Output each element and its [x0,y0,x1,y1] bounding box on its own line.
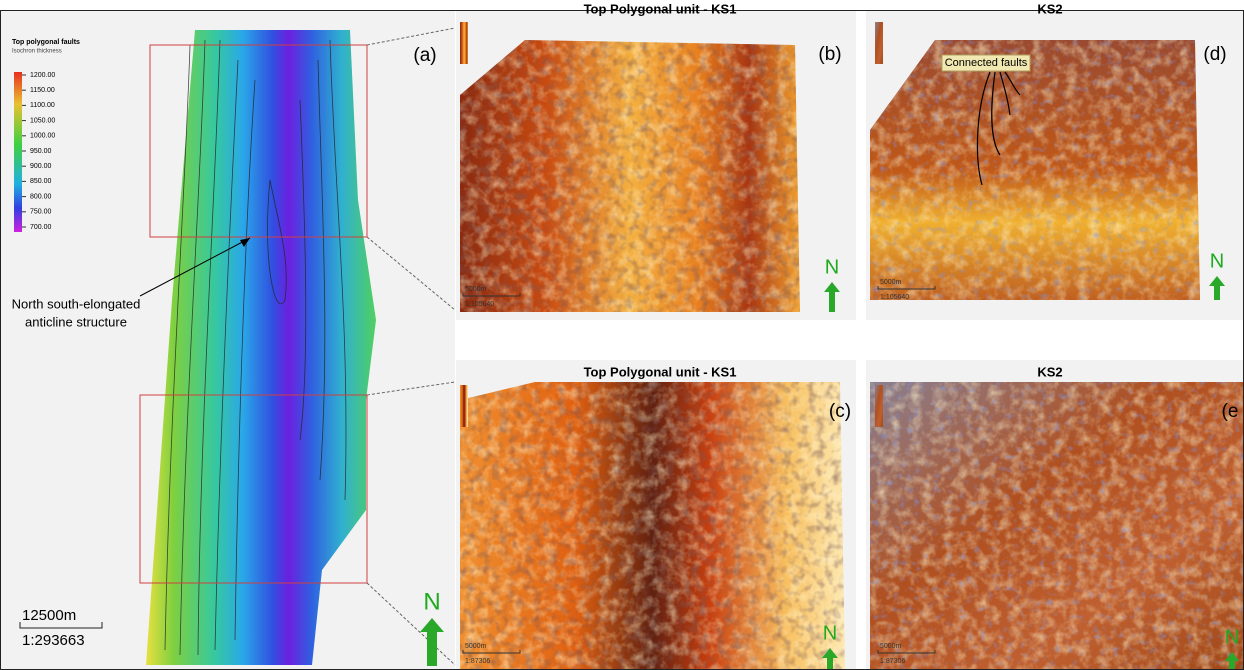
fault-texture [460,382,845,669]
annotation: Connected faults [945,57,1028,69]
legend-label: 1150.00 [30,87,55,94]
scale-distance: 5000m [465,286,487,293]
panel-title: KS2 [1037,1,1062,16]
north-label: N [1210,250,1224,272]
scale-ratio: 1:87306 [880,658,905,665]
scale-ratio: 1:105640 [465,301,494,308]
legend-label: 700.00 [30,224,52,231]
legend-colorbar [875,385,883,427]
figure: Top polygonal faults Isochron thickness … [0,0,1244,670]
scale-distance: 5000m [880,279,902,286]
legend-subtitle: Isochron thickness [12,49,62,55]
legend-label: 1000.00 [30,133,55,140]
annotation: anticline structure [25,314,127,329]
legend-label: 850.00 [30,178,52,185]
fault-texture [460,40,800,312]
panel-label: (a) [413,45,436,66]
scale-distance: 5000m [880,643,902,650]
panel-label: (b) [818,44,841,65]
legend-colorbar [875,22,883,64]
legend-colorbar [460,22,468,64]
annotation: North south-elongated [12,296,141,311]
panel-title: Top Polygonal unit - KS1 [584,1,737,16]
fault-texture [870,40,1200,300]
legend-title: Top polygonal faults [12,39,80,46]
panel-label: (c) [829,401,851,422]
panel-title: KS2 [1037,364,1062,379]
scale-ratio: 1:105640 [880,294,909,301]
scale-distance: 12500m [22,607,76,624]
north-label: N [825,256,839,278]
legend-label: 900.00 [30,163,52,170]
legend-label: 750.00 [30,209,52,216]
fault-texture [870,382,1243,669]
scale-distance: 5000m [465,643,487,650]
panel-b: Top Polygonal unit - KS1 (b) 5000m 1:105… [456,1,856,320]
north-label: N [823,622,837,644]
north-label: N [423,588,440,615]
panel-d: KS2 (d) Connected faults 5000m 1:105640 … [866,1,1243,320]
legend-colorbar [460,385,468,427]
panel-title: Top Polygonal unit - KS1 [584,364,737,379]
panel-a: Top polygonal faults Isochron thickness … [1,11,455,669]
scale-ratio: 1:87306 [465,658,490,665]
north-label: N [1225,626,1239,648]
panel-label: (e [1222,401,1239,422]
legend-label: 800.00 [30,193,52,200]
legend-label: 1050.00 [30,117,55,124]
legend-label: 1100.00 [30,102,55,109]
legend-label: 950.00 [30,148,52,155]
panel-c: Top Polygonal unit - KS1 (c) 5000m 1:873… [456,360,856,669]
panel-label: (d) [1203,44,1226,65]
panel-e: KS2 (e 5000m 1:87306 N [866,360,1243,669]
legend-colorbar [14,72,22,232]
scale-ratio: 1:293663 [22,632,85,649]
legend-label: 1200.00 [30,72,55,79]
